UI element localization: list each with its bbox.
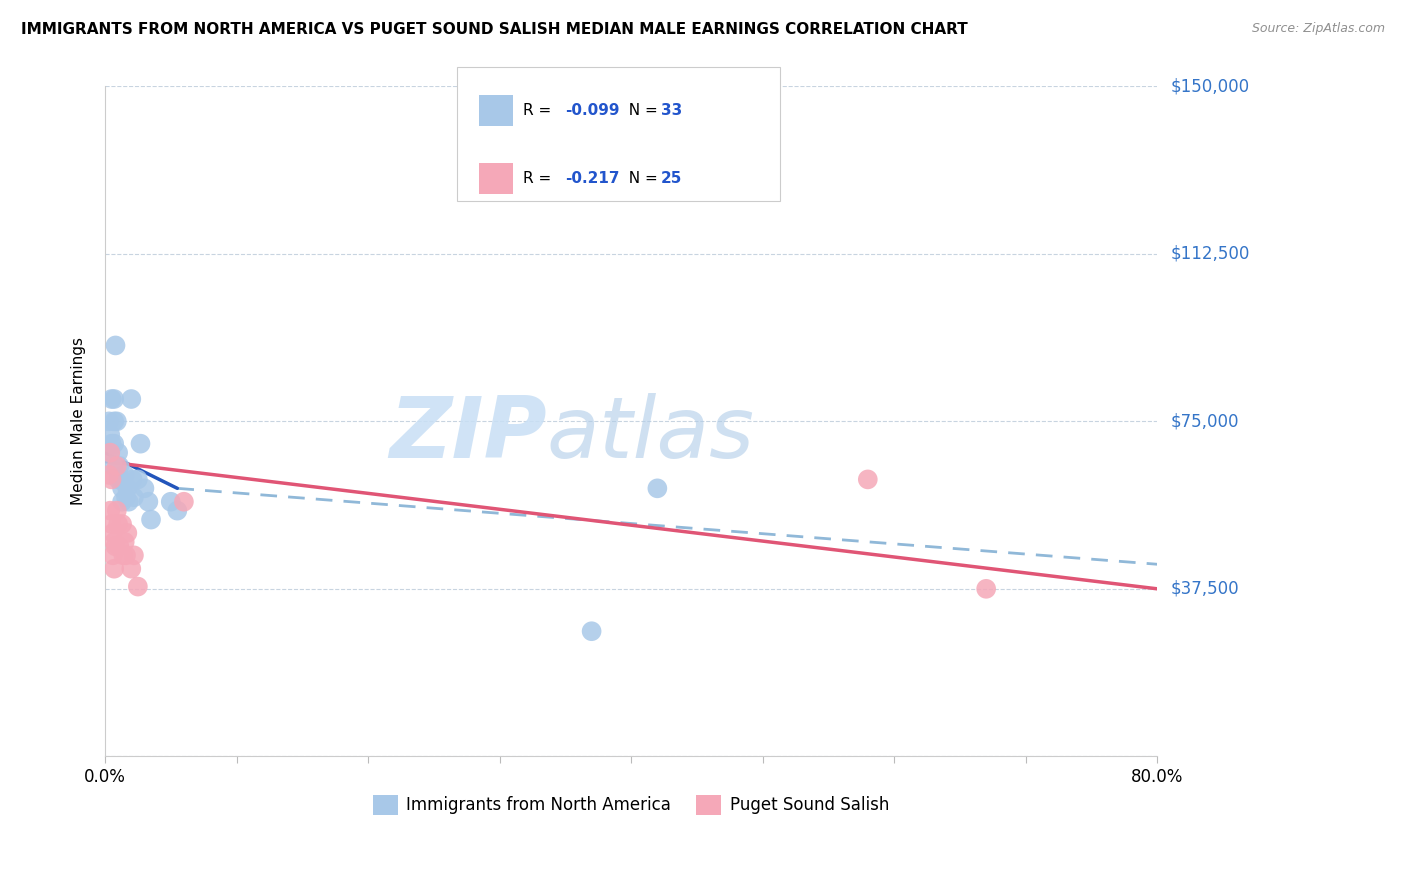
Point (120, 562, 142, 576)
Point (105, 503, 128, 517)
Point (107, 472, 129, 486)
Point (127, 472, 149, 486)
Point (117, 481, 139, 495)
Point (100, 436, 122, 450)
Text: 33: 33 (661, 103, 682, 118)
Text: $112,500: $112,500 (1171, 245, 1250, 263)
Point (159, 494, 181, 508)
Point (101, 526, 124, 541)
Text: Source: ZipAtlas.com: Source: ZipAtlas.com (1251, 22, 1385, 36)
Point (98, 445, 121, 459)
Point (103, 535, 125, 549)
Point (856, 472, 879, 486)
Point (108, 540, 131, 554)
Point (114, 467, 136, 482)
Point (138, 494, 160, 508)
Point (166, 503, 188, 517)
Point (98, 445, 121, 459)
Text: N =: N = (619, 171, 662, 186)
Text: $37,500: $37,500 (1171, 580, 1240, 598)
Text: $150,000: $150,000 (1171, 78, 1250, 95)
Point (115, 549, 138, 563)
Point (111, 494, 134, 508)
Point (107, 445, 129, 459)
Point (173, 494, 195, 508)
Point (122, 549, 145, 563)
Point (127, 580, 149, 594)
Point (111, 481, 134, 495)
Text: $75,000: $75,000 (1171, 412, 1240, 430)
Point (112, 549, 135, 563)
Text: R =: R = (523, 103, 557, 118)
Point (122, 490, 145, 504)
Point (115, 490, 138, 504)
Point (103, 414, 125, 428)
Point (103, 562, 125, 576)
Point (647, 481, 669, 495)
Point (114, 535, 136, 549)
Text: R =: R = (523, 171, 557, 186)
Point (103, 436, 125, 450)
Point (139, 513, 162, 527)
Point (118, 494, 141, 508)
Point (100, 392, 122, 406)
Point (121, 472, 143, 486)
Point (98, 503, 121, 517)
Point (101, 458, 124, 473)
Legend: Immigrants from North America, Puget Sound Salish: Immigrants from North America, Puget Sou… (367, 788, 896, 822)
Text: 25: 25 (661, 171, 682, 186)
Point (104, 338, 127, 352)
Point (100, 517, 122, 532)
Point (98, 427, 121, 442)
Point (581, 624, 603, 639)
Point (104, 540, 127, 554)
Text: atlas: atlas (547, 393, 755, 476)
Point (111, 517, 134, 532)
Y-axis label: Median Male Earnings: Median Male Earnings (72, 337, 86, 506)
Text: IMMIGRANTS FROM NORTH AMERICA VS PUGET SOUND SALISH MEDIAN MALE EARNINGS CORRELA: IMMIGRANTS FROM NORTH AMERICA VS PUGET S… (21, 22, 967, 37)
Point (110, 472, 132, 486)
Point (100, 472, 122, 486)
Point (103, 392, 125, 406)
Point (974, 582, 997, 596)
Text: N =: N = (619, 103, 662, 118)
Point (117, 526, 139, 541)
Point (129, 436, 152, 450)
Point (107, 517, 129, 532)
Point (97, 467, 120, 482)
Point (134, 481, 156, 495)
Point (108, 458, 131, 473)
Point (101, 549, 124, 563)
Point (97, 414, 120, 428)
Point (120, 392, 142, 406)
Text: ZIP: ZIP (389, 393, 547, 476)
Text: -0.217: -0.217 (565, 171, 620, 186)
Text: -0.099: -0.099 (565, 103, 620, 118)
Point (105, 414, 128, 428)
Point (105, 458, 128, 473)
